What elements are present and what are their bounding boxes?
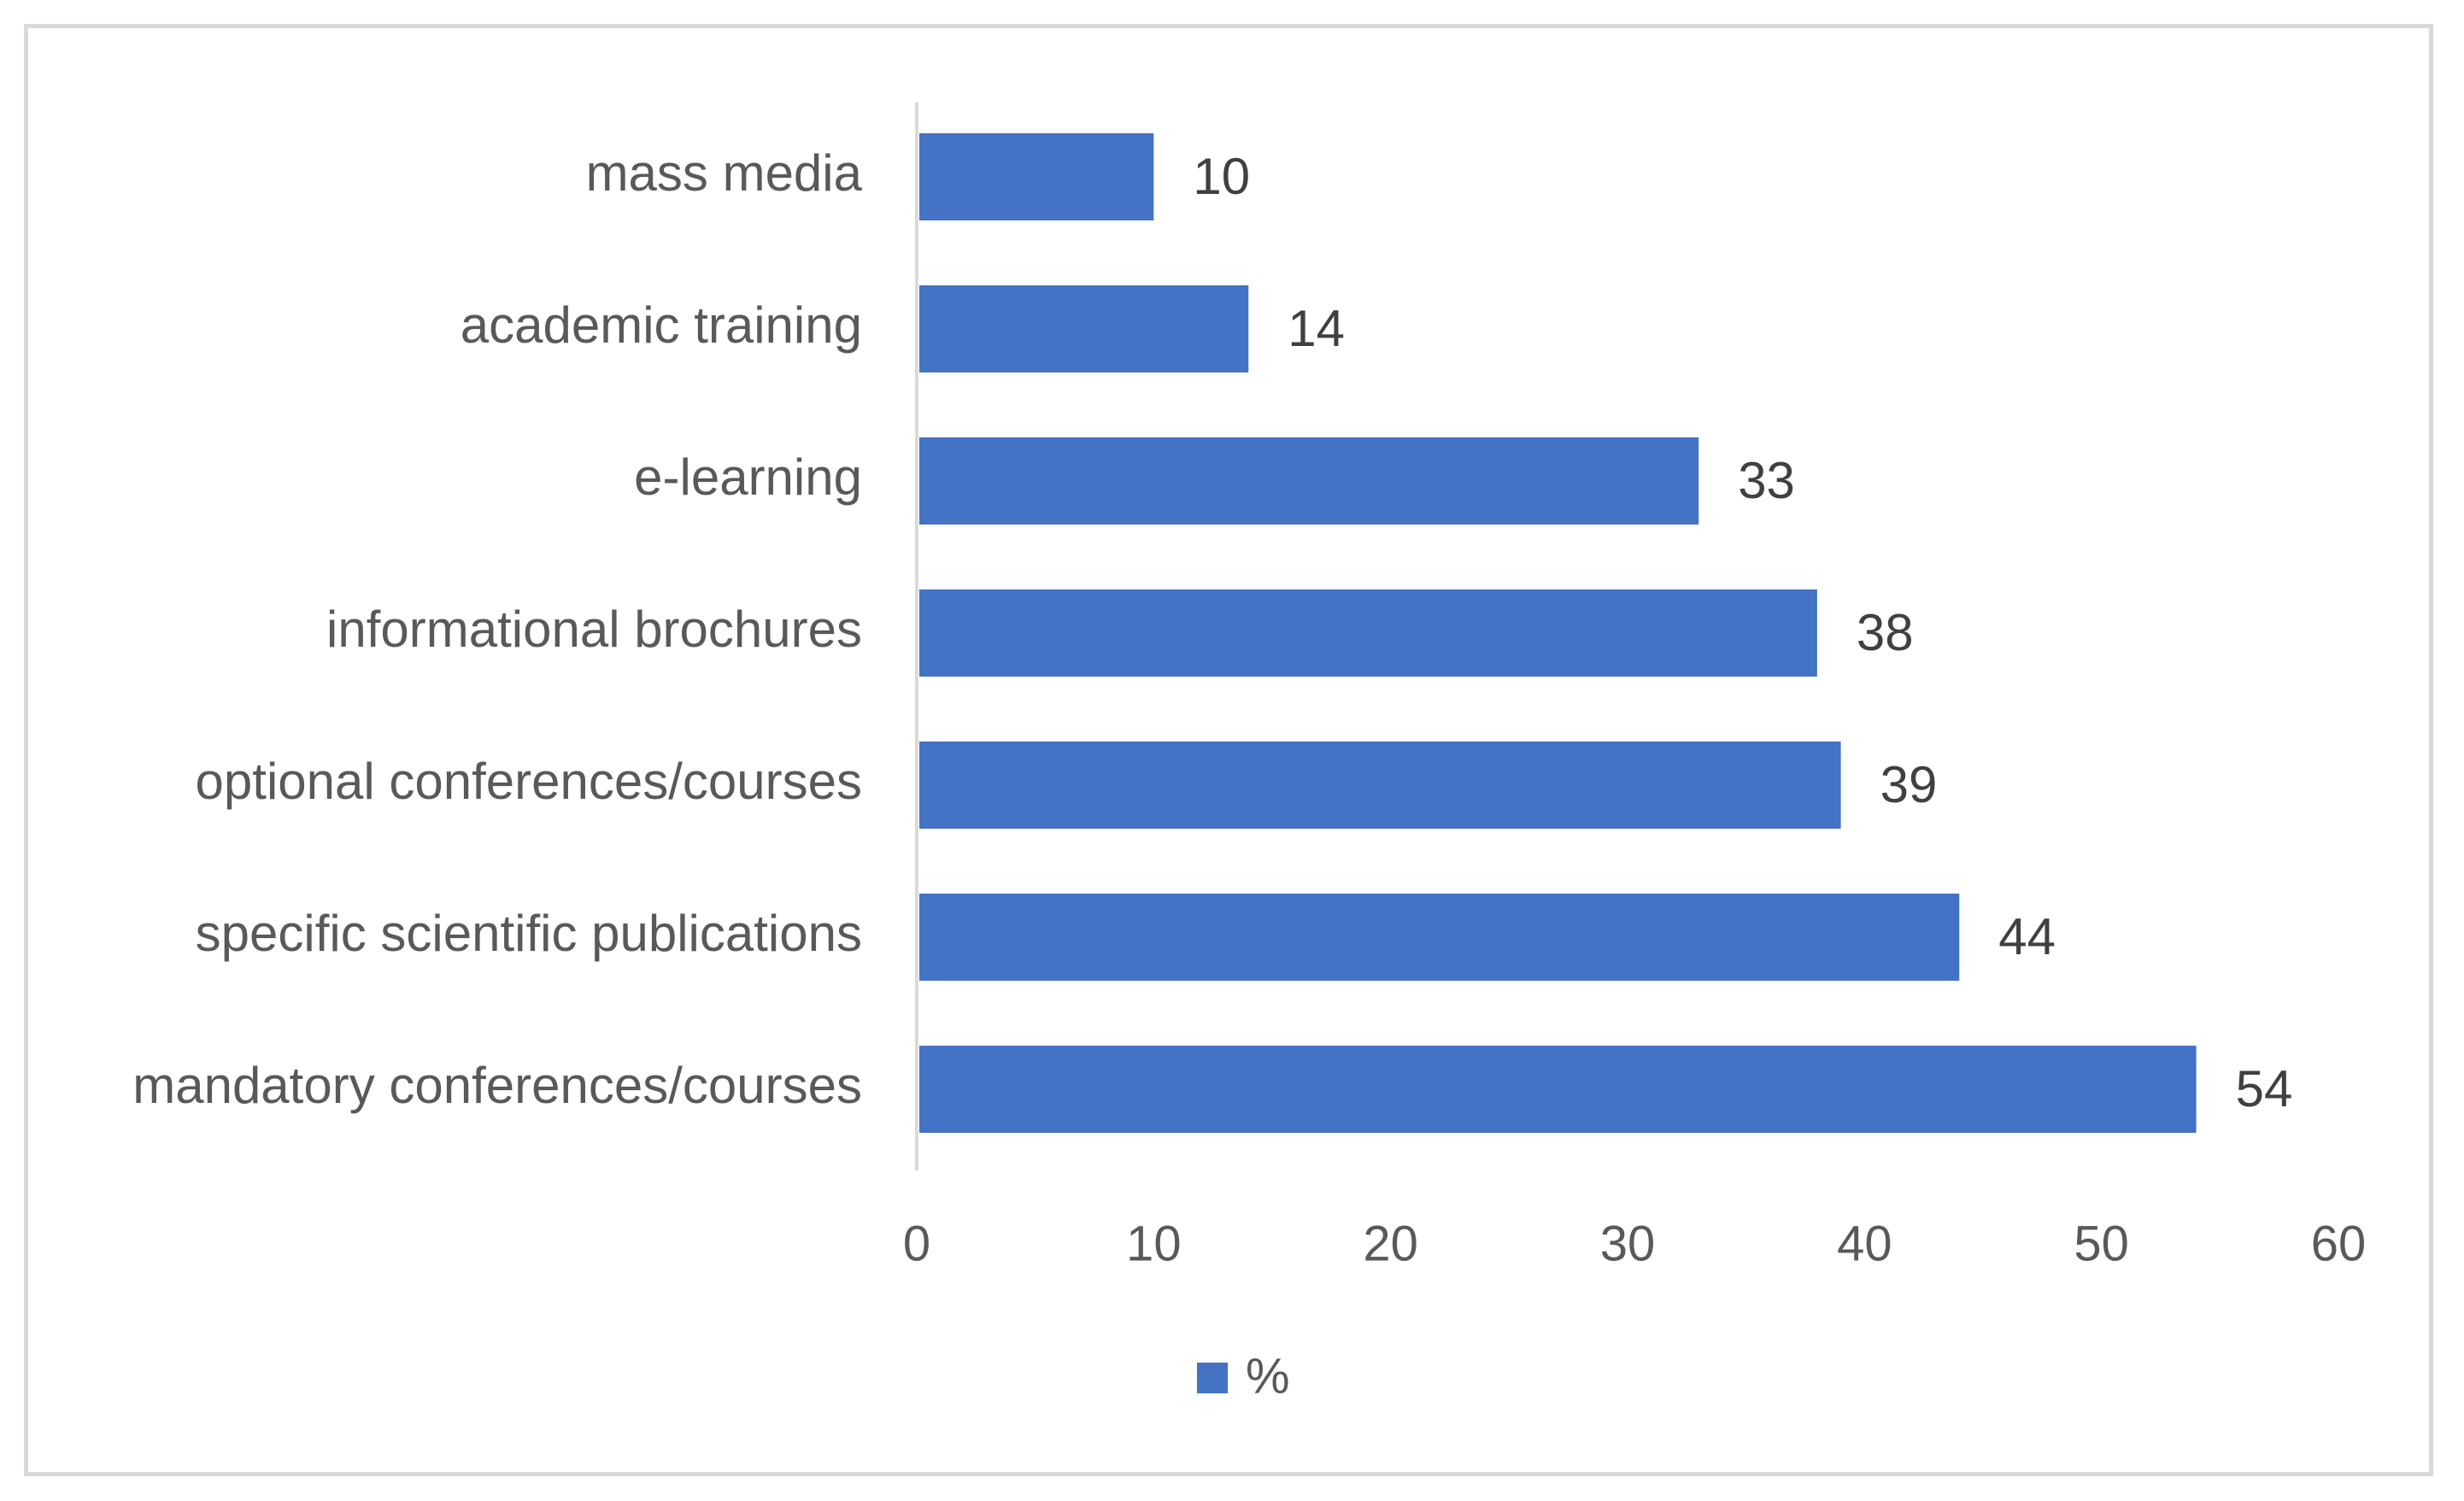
x-tick-labels: 0 10 20 30 40 50 60 — [903, 1216, 2366, 1271]
x-tick-label: 40 — [1837, 1216, 1892, 1271]
x-tick-label: 30 — [1600, 1216, 1656, 1271]
x-tick-label: 50 — [2074, 1216, 2129, 1271]
bars — [919, 133, 2197, 1133]
bar — [919, 894, 1960, 981]
category-label: specific scientific publications — [196, 905, 862, 962]
data-label: 10 — [1193, 148, 1250, 205]
category-label: mass media — [586, 144, 863, 202]
bar — [919, 437, 1699, 525]
legend-label: % — [1246, 1348, 1290, 1404]
legend-swatch — [1197, 1363, 1228, 1393]
legend: % — [1197, 1348, 1290, 1404]
x-tick-label: 0 — [903, 1216, 930, 1271]
category-label: informational brochures — [326, 601, 862, 658]
bar — [919, 285, 1249, 372]
bar — [919, 589, 1817, 677]
x-tick-label: 20 — [1363, 1216, 1418, 1271]
category-labels: mass media academic training e-learning inf… — [132, 144, 862, 1114]
data-label: 38 — [1857, 604, 1914, 661]
data-label: 39 — [1880, 756, 1938, 813]
data-labels: 10 14 33 38 39 44 54 — [1193, 148, 2292, 1117]
data-label: 44 — [1998, 908, 2056, 965]
category-label: optional conferences/courses — [196, 753, 862, 810]
data-label: 14 — [1288, 300, 1345, 357]
bar — [919, 1046, 2197, 1133]
data-label: 54 — [2236, 1060, 2293, 1117]
data-label: 33 — [1738, 452, 1795, 509]
category-label: academic training — [461, 296, 862, 354]
category-label: mandatory conferences/courses — [132, 1057, 862, 1114]
bar — [919, 133, 1154, 220]
x-tick-label: 60 — [2311, 1216, 2367, 1271]
x-tick-label: 10 — [1126, 1216, 1182, 1271]
category-label: e-learning — [634, 449, 862, 506]
bar — [919, 742, 1841, 829]
